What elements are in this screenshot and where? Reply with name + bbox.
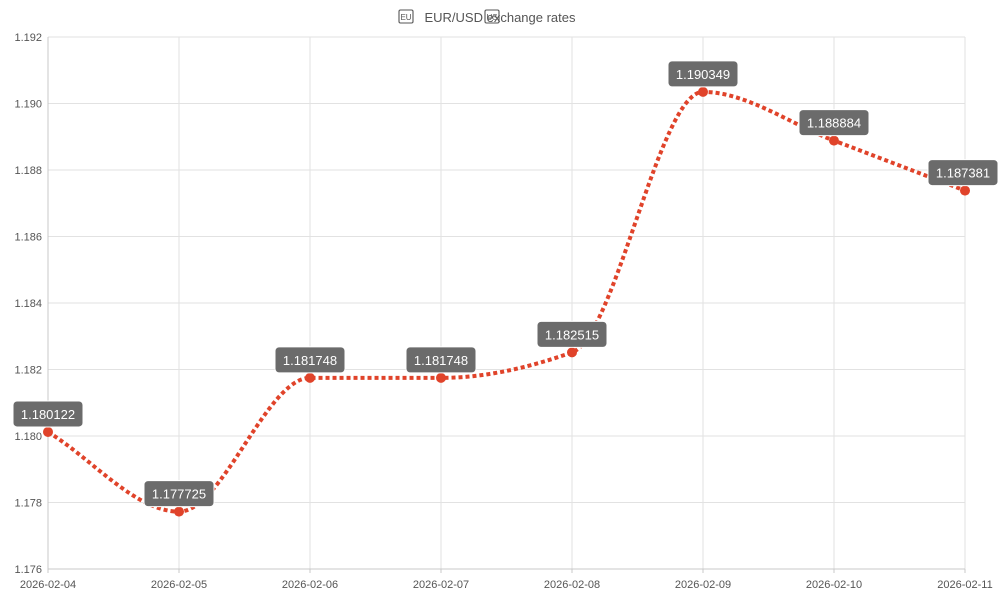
chart-title: EUR/USD exchange rates	[424, 10, 576, 25]
x-tick-label: 2026-02-09	[675, 579, 731, 591]
data-label: 1.187381	[936, 166, 990, 181]
chart-title-group: EU EUR/USD exchange rates US	[398, 9, 576, 25]
data-label-box	[798, 109, 870, 137]
data-labels: 1.180122 1.177725 1.181748 1.181748 1.182515…	[12, 60, 999, 508]
y-tick-label: 1.192	[14, 32, 42, 44]
x-tick-label: 2026-02-05	[151, 579, 207, 591]
x-tick-label: 2026-02-07	[413, 579, 469, 591]
data-point	[829, 135, 839, 146]
x-tick-label: 2026-02-08	[544, 579, 600, 591]
data-label: 1.188884	[807, 116, 861, 131]
data-label: 1.177725	[152, 487, 206, 502]
data-point	[567, 347, 577, 358]
data-label: 1.182515	[545, 327, 599, 342]
data-label-box	[143, 480, 215, 508]
data-point	[698, 86, 708, 97]
axes	[47, 37, 966, 573]
y-tick-label: 1.178	[14, 498, 42, 510]
y-tick-label: 1.186	[14, 232, 42, 244]
us-flag-icon: US	[484, 9, 500, 24]
x-tick-label: 2026-02-11	[937, 579, 992, 591]
x-axis-ticks: 2026-02-04 2026-02-05 2026-02-06 2026-02-07…	[20, 579, 993, 591]
y-axis-ticks: 1.176 1.178 1.180 1.182 1.184 1.186 1.188 1.190…	[14, 32, 42, 576]
y-tick-label: 1.184	[14, 298, 42, 310]
data-label-box	[405, 346, 477, 374]
y-tick-label: 1.182	[14, 365, 42, 377]
x-tick-label: 2026-02-10	[806, 579, 862, 591]
data-point	[305, 372, 315, 383]
y-tick-label: 1.188	[14, 165, 42, 177]
y-tick-label: 1.180	[14, 431, 42, 443]
data-label-box	[274, 346, 346, 374]
data-point	[43, 426, 53, 437]
x-tick-label: 2026-02-04	[20, 579, 76, 591]
data-point	[436, 372, 446, 383]
data-point	[174, 506, 184, 517]
data-point	[960, 185, 970, 196]
data-label: 1.190349	[676, 67, 730, 82]
series-line	[46, 89, 966, 514]
data-label: 1.180122	[21, 407, 75, 422]
svg-text:US: US	[486, 13, 497, 22]
data-points	[43, 86, 970, 517]
data-label: 1.181748	[414, 353, 468, 368]
y-tick-label: 1.176	[14, 564, 42, 576]
data-label-box	[12, 400, 84, 428]
data-label-box	[536, 320, 608, 348]
data-label-box	[667, 60, 739, 88]
eu-flag-icon: EU	[398, 9, 414, 24]
series-eurusd	[46, 89, 966, 514]
y-tick-label: 1.190	[14, 99, 42, 111]
x-tick-label: 2026-02-06	[282, 579, 338, 591]
data-label-box	[927, 159, 999, 187]
svg-text:EU: EU	[400, 13, 411, 22]
data-label: 1.181748	[283, 353, 337, 368]
